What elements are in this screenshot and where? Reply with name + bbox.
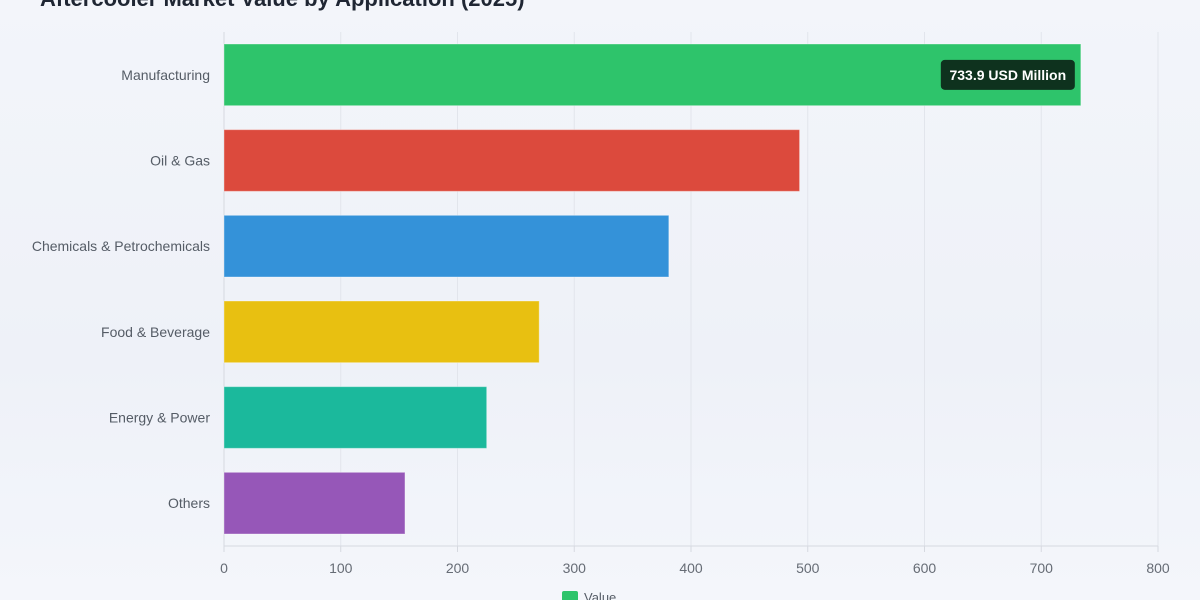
tick-labels: 0 100 200 300 400 500 600 700 800 [220,560,1170,576]
x-tick-label: 500 [796,560,820,576]
grid-lines [223,32,1159,546]
legend-swatch[interactable] [562,591,578,600]
category-label: Manufacturing [121,67,210,83]
legend[interactable]: Value [562,590,616,600]
category-labels: Manufacturing Oil & Gas Chemicals & Petroc… [32,67,210,511]
x-tick-label: 800 [1146,560,1170,576]
x-tick-label: 100 [329,560,353,576]
axes [223,32,1159,552]
bar-food-beverage[interactable] [223,300,540,364]
category-label: Energy & Power [109,410,210,426]
tooltip: 733.9 USD Million [940,59,1075,90]
bar-energy-power[interactable] [223,386,488,449]
category-label: Chemicals & Petrochemicals [32,238,210,254]
legend-label[interactable]: Value [584,590,616,600]
x-tick-label: 300 [563,560,587,576]
bar-manufacturing[interactable] [223,43,1082,107]
tooltip-text: 733.9 USD Million [949,67,1066,83]
x-tick-label: 200 [446,560,470,576]
bar-oil-gas[interactable] [223,129,801,192]
x-tick-label: 0 [220,560,228,576]
x-tick-label: 700 [1030,560,1054,576]
x-tick-label: 600 [913,560,937,576]
tooltip-box [940,59,1075,90]
bar-others[interactable] [223,471,406,535]
bars [223,43,1082,535]
x-tick-label: 400 [679,560,703,576]
category-label: Oil & Gas [150,153,210,169]
chart-title: Aftercooler Market Value by Application … [40,0,525,12]
bar-chemicals-petrochemicals[interactable] [223,214,670,278]
category-label: Food & Beverage [101,324,210,340]
category-label: Others [168,495,210,511]
